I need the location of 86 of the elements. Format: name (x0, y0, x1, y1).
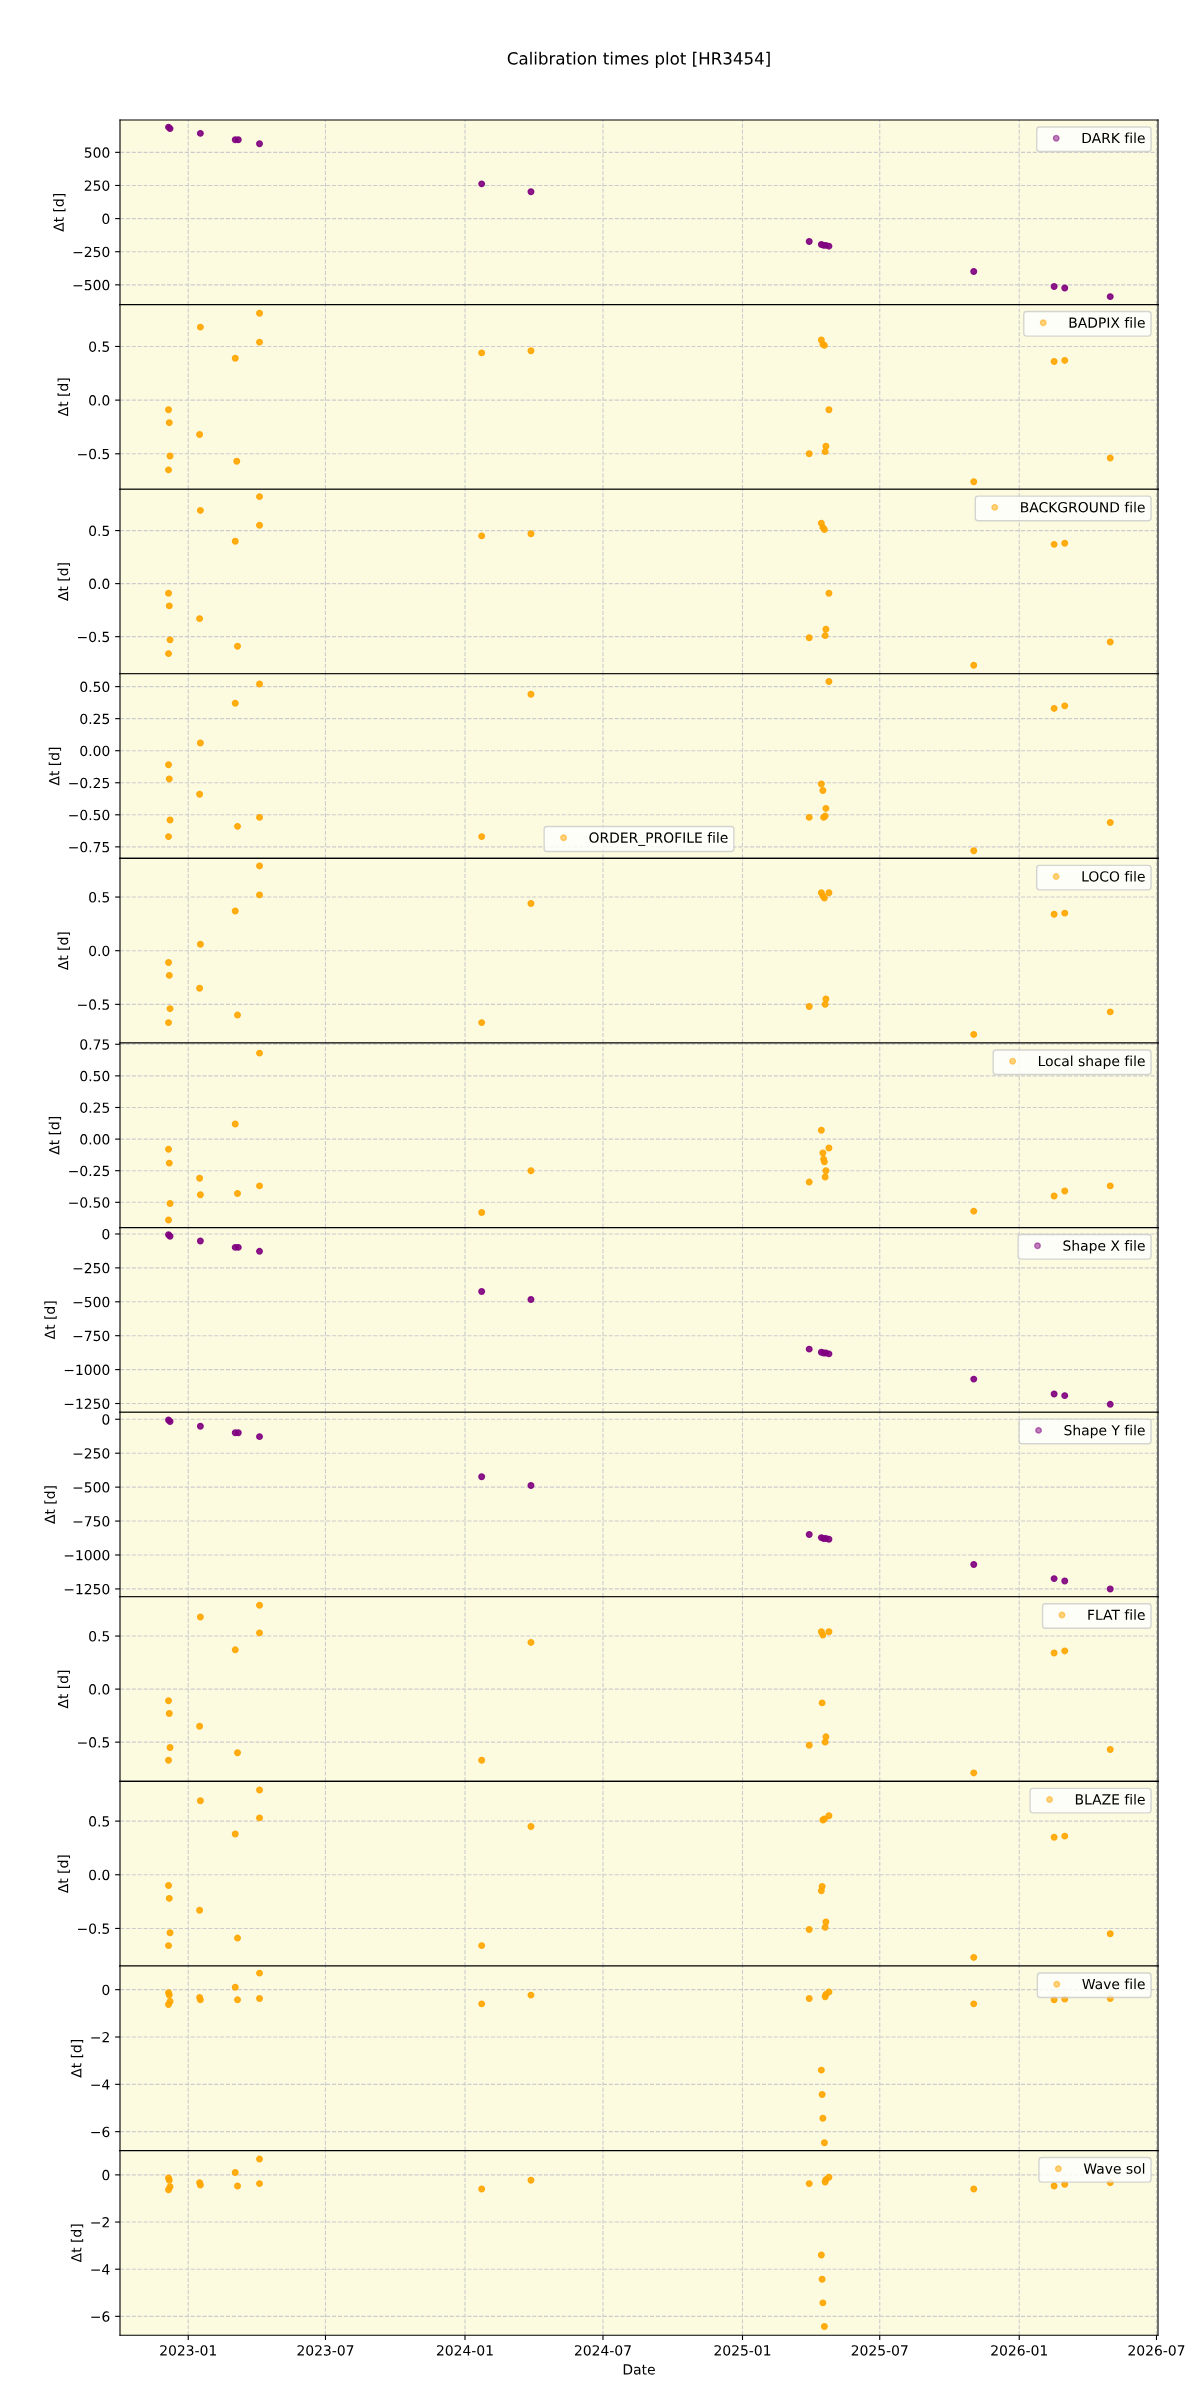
y-tick-label: 0.50 (80, 681, 110, 693)
legend-label: FLAT file (1088, 1609, 1145, 1621)
y-axis-title: Δt [d] (70, 2039, 84, 2078)
y-tick-label: 0.5 (89, 1631, 110, 1642)
y-tick-label: 0.0 (89, 945, 110, 957)
y-tick-label: 0.25 (80, 1102, 110, 1113)
legend-label: ORDER_PROFILE file (589, 832, 728, 846)
y-tick-label: −500 (73, 279, 110, 291)
y-tick-label: −6 (91, 2311, 110, 2322)
y-tick-label: 0.75 (80, 1039, 110, 1050)
y-tick-label: 250 (84, 180, 110, 191)
y-tick-label: −4 (91, 2079, 110, 2090)
x-axis-title: Date (623, 2364, 655, 2375)
y-tick-label: −0.25 (69, 777, 110, 789)
x-tick-label: 2024-07 (574, 2345, 631, 2356)
y-tick-label: 0.00 (80, 745, 110, 757)
y-tick-label: −0.5 (78, 1737, 110, 1748)
legend-label: Local shape file (1038, 1055, 1145, 1069)
y-tick-label: −6 (91, 2126, 110, 2138)
y-tick-label: −250 (73, 1262, 110, 1274)
y-tick-label: 0.5 (89, 341, 110, 352)
y-tick-label: −0.50 (69, 809, 110, 821)
y-tick-label: 0.0 (89, 395, 110, 406)
y-tick-label: −1250 (64, 1583, 110, 1595)
y-tick-label: 0 (102, 1414, 110, 1425)
y-tick-label: −4 (91, 2264, 110, 2275)
y-tick-label: 0 (102, 1984, 110, 1996)
x-tick-label: 2023-01 (160, 2345, 216, 2356)
y-tick-label: 0 (102, 2169, 110, 2181)
y-tick-label: −0.5 (78, 448, 110, 460)
y-tick-label: −0.50 (69, 1197, 110, 1208)
y-tick-label: −2 (91, 2217, 109, 2228)
y-axis-title: Δt [d] (48, 1116, 62, 1155)
y-tick-label: 0.00 (80, 1134, 110, 1145)
y-axis-title: Δt [d] (57, 378, 70, 417)
y-tick-label: −2 (91, 2031, 109, 2043)
y-tick-label: −750 (73, 1330, 110, 1342)
legend-label: Shape X file (1063, 1240, 1145, 1254)
y-axis-title: Δt [d] (57, 932, 70, 971)
y-tick-label: −0.75 (69, 841, 110, 853)
y-axis-title: Δt [d] (57, 1670, 70, 1709)
x-tick-label: 2025-07 (851, 2345, 908, 2356)
y-tick-label: −250 (73, 1448, 110, 1459)
y-axis-title: Δt [d] (57, 563, 70, 601)
legend-label: LOCO file (1082, 870, 1145, 882)
legend-label: BLAZE file (1075, 1793, 1145, 1805)
y-tick-label: −0.5 (78, 631, 110, 643)
y-tick-label: −1250 (64, 1398, 110, 1409)
y-tick-label: 0.0 (89, 578, 110, 590)
y-tick-label: 0.5 (89, 1816, 110, 1827)
y-tick-label: 0 (102, 1228, 110, 1240)
x-tick-label: 2023-07 (297, 2345, 354, 2356)
legend-label: BADPIX file (1069, 317, 1145, 328)
y-axis-title: Δt [d] (44, 1486, 57, 1524)
y-axis-title: Δt [d] (44, 1301, 57, 1340)
y-tick-label: −0.5 (78, 999, 110, 1010)
y-axis-title: Δt [d] (70, 2224, 84, 2263)
y-tick-label: 0.0 (89, 1684, 110, 1695)
y-tick-label: 0.25 (80, 713, 110, 725)
legend-label: DARK file (1082, 132, 1145, 144)
y-tick-label: −500 (73, 1482, 110, 1493)
y-tick-label: 0.5 (89, 525, 110, 537)
y-axis-title: Δt [d] (48, 747, 62, 786)
legend-label: Wave file (1082, 1978, 1145, 1990)
y-tick-label: −1000 (64, 1549, 110, 1561)
y-tick-label: −500 (73, 1296, 110, 1308)
y-tick-label: −750 (73, 1516, 110, 1527)
y-tick-label: 0 (102, 213, 110, 225)
y-tick-label: −0.5 (78, 1923, 110, 1934)
x-tick-label: 2025-01 (714, 2345, 771, 2356)
y-axis-title: Δt [d] (57, 1855, 70, 1894)
y-tick-label: 0.5 (89, 892, 110, 903)
y-tick-label: 0.0 (89, 1869, 110, 1881)
y-axis-title: Δt [d] (53, 193, 66, 232)
y-tick-label: −0.25 (69, 1165, 110, 1177)
y-tick-label: 0.50 (80, 1070, 110, 1082)
legend-label: Wave sol (1083, 2163, 1145, 2174)
y-tick-label: −250 (73, 246, 110, 258)
x-tick-label: 2026-07 (1128, 2345, 1185, 2356)
chart-title: Calibration times plot [HR3454] (507, 51, 770, 68)
x-tick-label: 2026-01 (991, 2345, 1047, 2356)
legend-label: Shape Y file (1064, 1424, 1145, 1439)
y-tick-label: 500 (84, 147, 110, 158)
legend-label: BACKGROUND file (1021, 501, 1145, 513)
y-tick-label: −1000 (64, 1364, 110, 1376)
x-tick-label: 2024-01 (436, 2345, 493, 2356)
